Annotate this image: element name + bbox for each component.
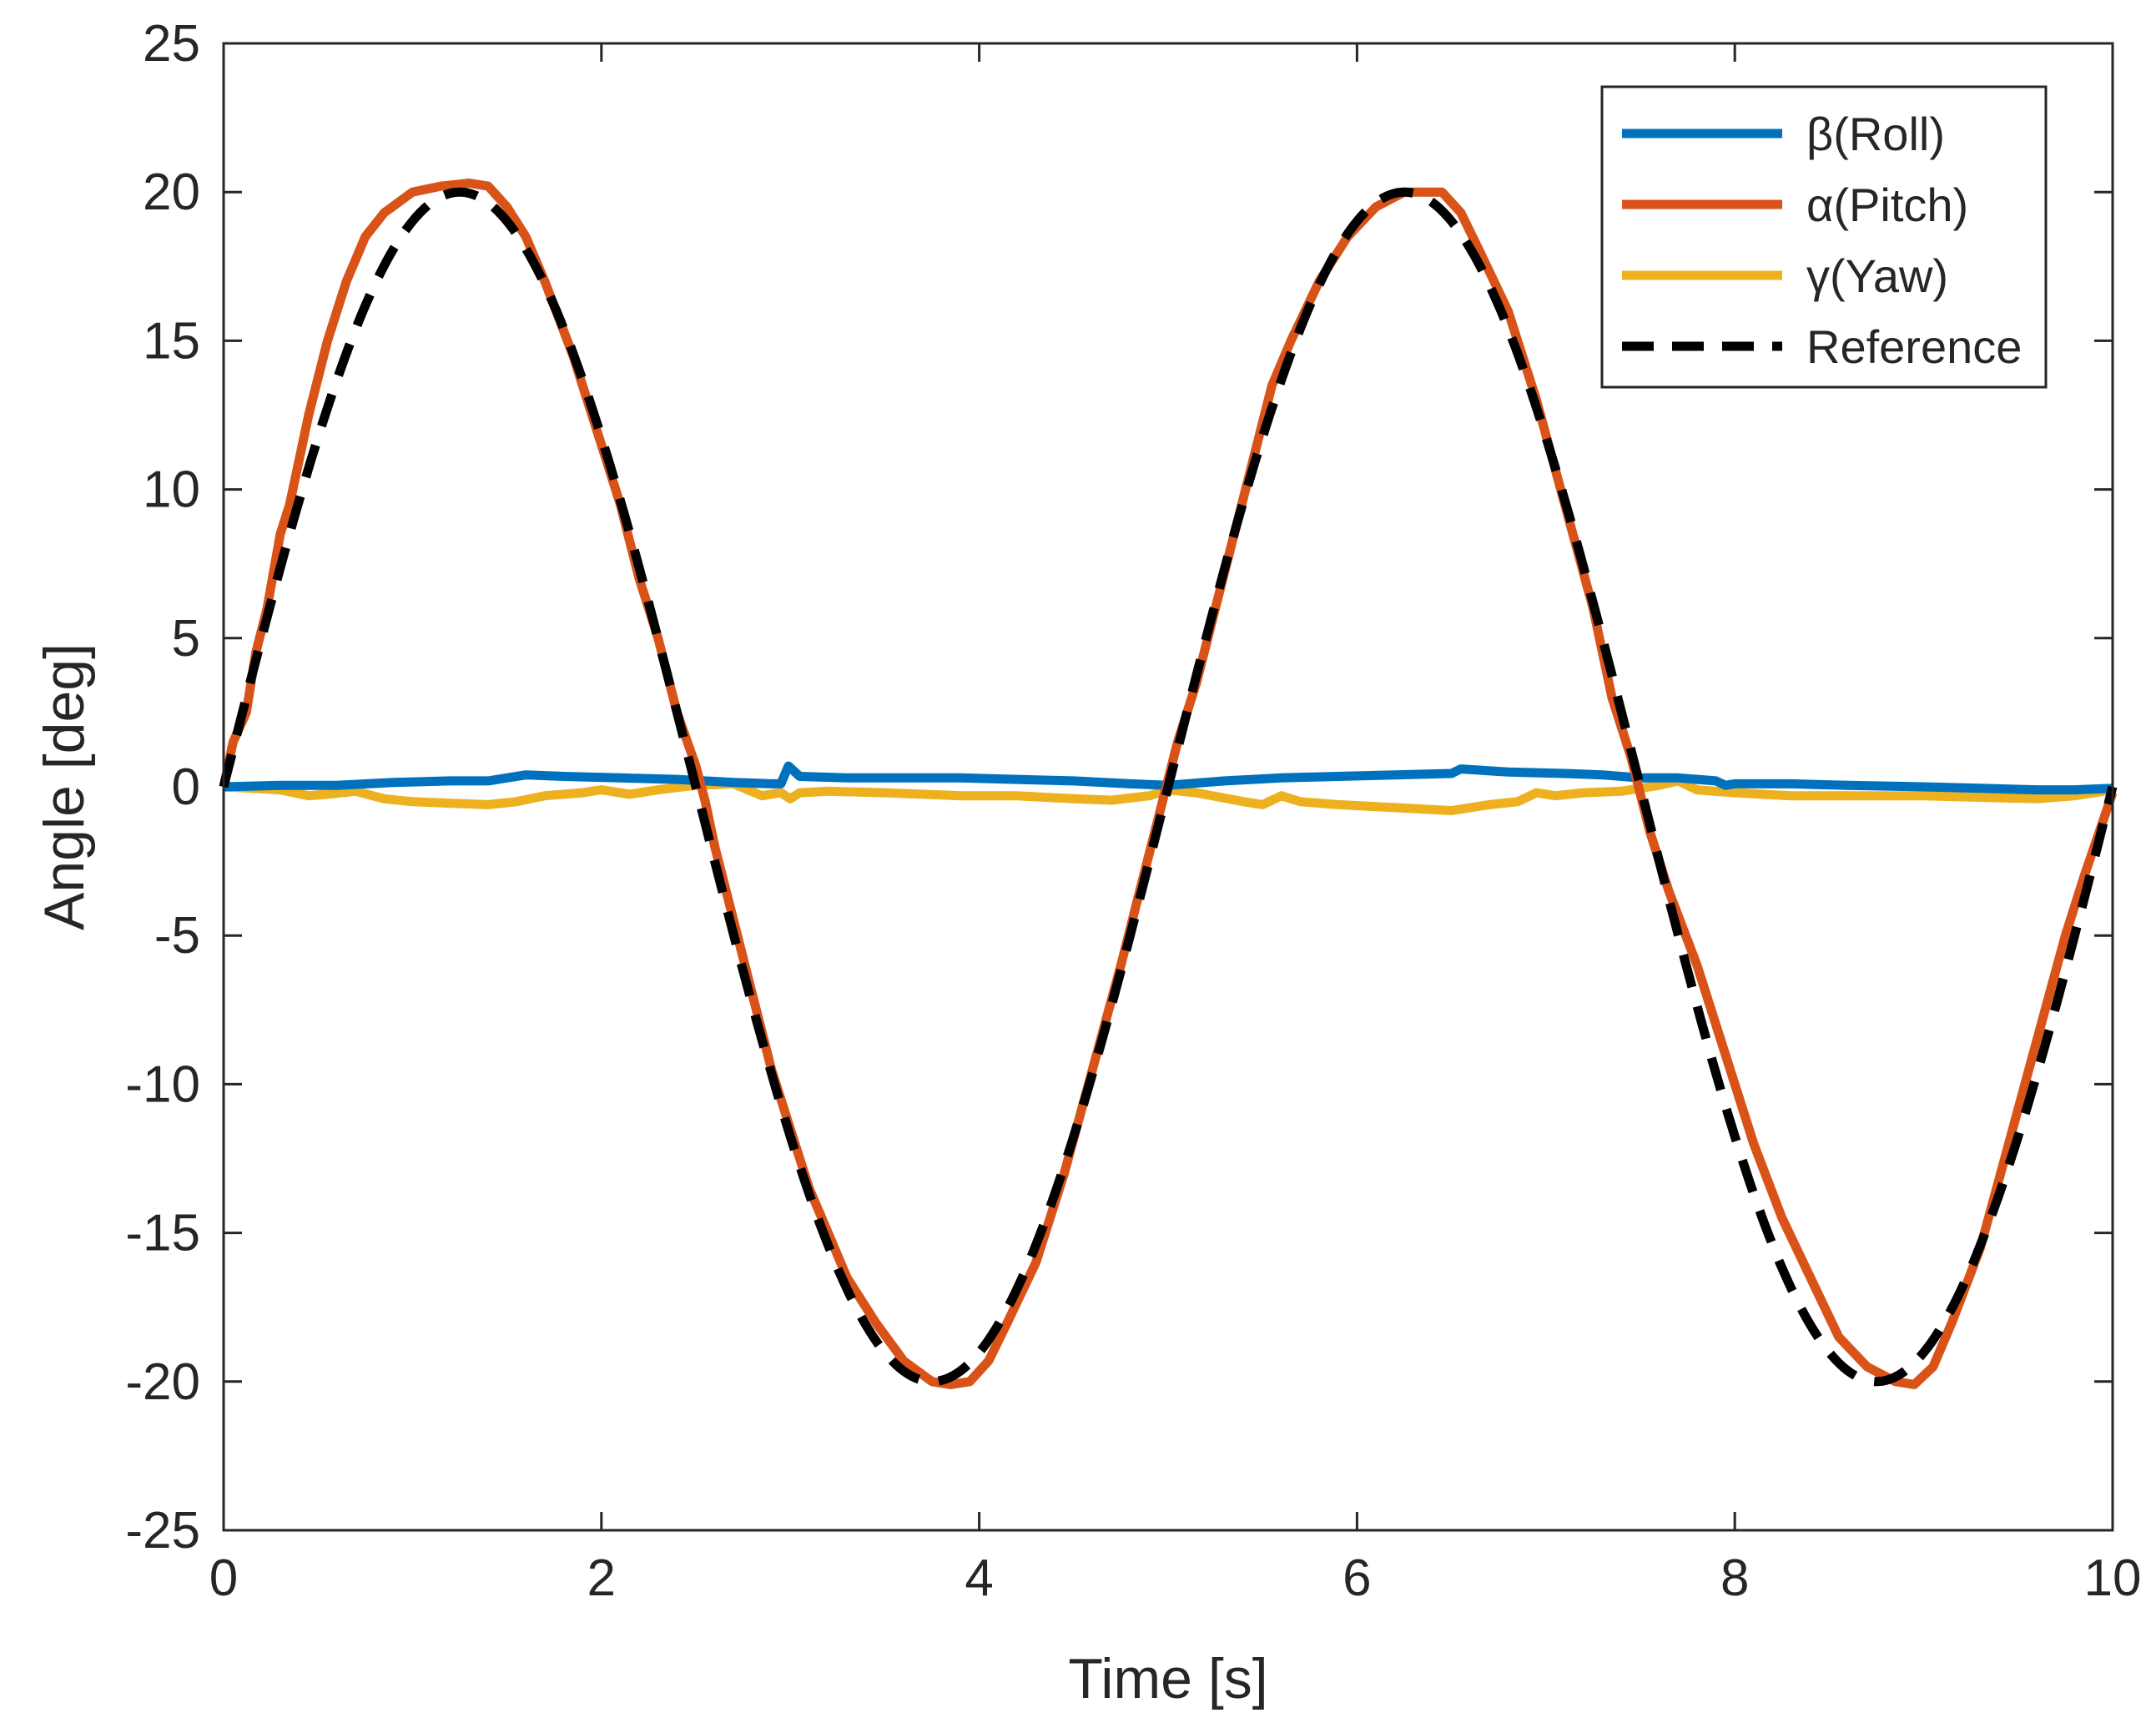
series-line-roll	[223, 761, 2113, 795]
legend-label-reference: Reference	[1806, 320, 2022, 373]
y-tick-label: 20	[143, 164, 200, 221]
x-tick-label: 8	[1720, 1549, 1749, 1607]
y-tick-label: -15	[125, 1205, 200, 1262]
legend-label-yaw: γ(Yaw)	[1806, 249, 1948, 302]
y-tick-label: 15	[143, 312, 200, 370]
y-tick-label: -5	[154, 907, 200, 965]
y-tick-label: 5	[172, 610, 200, 668]
y-tick-label: 25	[143, 15, 200, 73]
y-tick-label: 0	[172, 758, 200, 816]
x-axis-label: Time [s]	[1068, 1647, 1267, 1710]
series-line-reference	[219, 187, 2118, 1387]
x-tick-label: 10	[2084, 1549, 2142, 1607]
series-layer	[219, 179, 2118, 1389]
legend: β(Roll) α(Pitch) γ(Yaw) Reference	[1600, 85, 2048, 389]
y-tick-label: -20	[125, 1353, 200, 1411]
x-tick-label: 0	[209, 1549, 238, 1607]
y-tick-label: 10	[143, 461, 200, 519]
y-axis-label: Angle [deg]	[33, 643, 96, 930]
y-tick-label: -25	[125, 1502, 200, 1559]
y-tick-label: -10	[125, 1055, 200, 1113]
x-tick-label: 2	[587, 1549, 616, 1607]
axes-box	[222, 42, 2114, 1532]
legend-label-roll: β(Roll)	[1806, 108, 1945, 160]
legend-label-pitch: α(Pitch)	[1806, 179, 1968, 231]
series-line-pitch	[219, 179, 2118, 1389]
x-tick-label: 4	[965, 1549, 993, 1607]
x-tick-label: 6	[1342, 1549, 1371, 1607]
tick-labels: 0 2 4 6 8 10 -25 -20 -15 -10 -5 0 5 10 15 20 25	[125, 15, 2141, 1607]
